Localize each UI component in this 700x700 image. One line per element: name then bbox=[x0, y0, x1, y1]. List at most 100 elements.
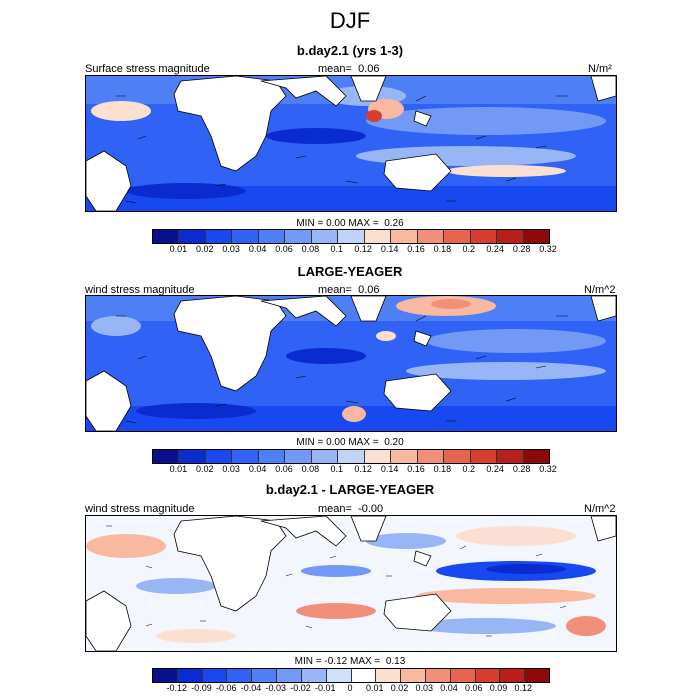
colorbar-swatch bbox=[311, 230, 339, 243]
colorbar-tick-label: -0.12 bbox=[166, 683, 188, 693]
colorbar-swatch bbox=[205, 230, 233, 243]
colorbar-tick-label: 0.02 bbox=[390, 683, 409, 693]
colorbar-swatch bbox=[475, 669, 501, 682]
colorbar-swatch bbox=[153, 230, 180, 243]
panel-2-map bbox=[85, 295, 617, 432]
colorbar-swatch bbox=[311, 450, 339, 463]
colorbar-swatch bbox=[497, 450, 524, 463]
colorbar-tick-label: 0.16 bbox=[407, 244, 425, 254]
colorbar-swatch bbox=[391, 450, 418, 463]
colorbar-swatch bbox=[202, 669, 228, 682]
colorbar-tick-label: 0.2 bbox=[462, 464, 476, 474]
panel-2-min-value: 0.00 bbox=[326, 437, 346, 448]
panel-3-title: b.day2.1 - LARGE-YEAGER bbox=[265, 482, 435, 497]
panel-3-colorbar bbox=[152, 668, 550, 683]
colorbar-swatch bbox=[391, 230, 418, 243]
panel-1-field bbox=[86, 76, 616, 211]
colorbar-swatch bbox=[351, 669, 377, 682]
panel-3-max-value: 0.13 bbox=[385, 656, 406, 667]
colorbar-tick-label: 0.12 bbox=[354, 244, 372, 254]
panel-2-colorbar-ticks: 0.01 0.02 0.03 0.04 0.06 0.08 0.1 0.12 0.14 0.16 0… bbox=[152, 464, 557, 476]
panel-2-wind-vectors bbox=[116, 315, 568, 424]
colorbar-tick-label: 0.18 bbox=[433, 464, 452, 474]
panel-2-units: N/m^2 bbox=[584, 284, 616, 296]
figure-title: DJF bbox=[329, 8, 371, 33]
colorbar-tick-label: 0.32 bbox=[539, 244, 557, 254]
panel-1-variable-label: Surface stress magnitude bbox=[85, 63, 210, 75]
colorbar-tick-label: 0 bbox=[347, 683, 353, 693]
colorbar-tick-label: 0.2 bbox=[462, 244, 476, 254]
colorbar-tick-label: -0.06 bbox=[215, 683, 237, 693]
colorbar-swatch bbox=[525, 669, 549, 682]
colorbar-tick-label: 0.14 bbox=[380, 244, 399, 254]
colorbar-tick-label: 0.28 bbox=[512, 244, 531, 254]
panel-3-mean-value: -0.00 bbox=[358, 503, 384, 515]
panel-3-field bbox=[86, 516, 616, 651]
colorbar-tick-label: 0.32 bbox=[539, 464, 557, 474]
colorbar-tick-label: 0.04 bbox=[440, 683, 458, 693]
panel-3-wind-vectors bbox=[106, 525, 567, 637]
colorbar-tick-label: -0.03 bbox=[265, 683, 287, 693]
panel-3-minmax: MIN = -0.12 MAX = 0.13 bbox=[294, 656, 406, 667]
panel-2-max-value: 0.20 bbox=[384, 437, 404, 448]
panel-3-land bbox=[86, 516, 616, 651]
colorbar-tick-label: 0.03 bbox=[415, 683, 434, 693]
colorbar-tick-label: 0.01 bbox=[365, 683, 384, 693]
panel-3-variable-label: wind stress magnitude bbox=[85, 503, 195, 515]
colorbar-swatch bbox=[179, 450, 206, 463]
panel-2-colorbar bbox=[152, 449, 550, 464]
colorbar-tick-label: 0.03 bbox=[222, 464, 240, 474]
colorbar-swatch bbox=[153, 669, 178, 682]
colorbar-tick-label: 0.14 bbox=[380, 464, 399, 474]
panel-3-min-value: -0.12 bbox=[324, 656, 348, 667]
colorbar-tick-label: 0.12 bbox=[354, 464, 372, 474]
panel-1-title: b.day2.1 (yrs 1-3) bbox=[296, 43, 404, 58]
colorbar-swatch bbox=[500, 669, 526, 682]
colorbar-swatch bbox=[401, 669, 426, 682]
colorbar-swatch bbox=[258, 450, 286, 463]
panel-2-field bbox=[86, 296, 616, 431]
colorbar-swatch bbox=[153, 450, 180, 463]
colorbar-tick-label: 0.06 bbox=[275, 464, 293, 474]
panel-3-colorbar-ticks: -0.12 -0.09 -0.06 -0.04 -0.03 -0.02 -0.01 0 0.01… bbox=[152, 683, 548, 695]
panel-2-mean-value: 0.06 bbox=[358, 284, 380, 296]
colorbar-swatch bbox=[301, 669, 327, 682]
colorbar-tick-label: 0.08 bbox=[301, 244, 320, 254]
panel-2-title: LARGE-YEAGER bbox=[297, 264, 403, 279]
colorbar-tick-label: 0.28 bbox=[512, 464, 531, 474]
colorbar-tick-label: 0.18 bbox=[433, 244, 452, 254]
colorbar-tick-label: 0.04 bbox=[248, 464, 267, 474]
colorbar-tick-label: -0.01 bbox=[314, 683, 336, 693]
colorbar-tick-label: 0.09 bbox=[489, 683, 508, 693]
panel-3-units: N/m^2 bbox=[584, 503, 616, 515]
colorbar-swatch bbox=[376, 669, 402, 682]
panel-2-variable-label: wind stress magnitude bbox=[85, 284, 195, 296]
panel-3-map bbox=[85, 515, 617, 652]
panel-1-mean-label: mean= 0.06 bbox=[318, 63, 380, 75]
colorbar-swatch bbox=[227, 669, 253, 682]
colorbar-tick-label: 0.06 bbox=[275, 244, 293, 254]
colorbar-tick-label: -0.04 bbox=[240, 683, 262, 693]
colorbar-swatch bbox=[497, 230, 524, 243]
panel-1-land bbox=[86, 76, 616, 211]
colorbar-swatch bbox=[417, 450, 445, 463]
colorbar-tick-label: 0.16 bbox=[407, 464, 425, 474]
colorbar-swatch bbox=[417, 230, 445, 243]
colorbar-swatch bbox=[179, 230, 206, 243]
colorbar-swatch bbox=[523, 450, 550, 463]
colorbar-swatch bbox=[444, 450, 471, 463]
panel-1-map bbox=[85, 75, 617, 212]
panel-1-units: N/m² bbox=[588, 63, 612, 75]
colorbar-tick-label: 0.08 bbox=[301, 464, 320, 474]
colorbar-tick-label: 0.02 bbox=[196, 464, 214, 474]
panel-1-mean-value: 0.06 bbox=[358, 63, 380, 75]
colorbar-swatch bbox=[470, 230, 498, 243]
colorbar-swatch bbox=[523, 230, 550, 243]
colorbar-tick-label: 0.04 bbox=[248, 244, 267, 254]
colorbar-swatch bbox=[364, 230, 392, 243]
colorbar-swatch bbox=[252, 669, 278, 682]
panel-1-colorbar-ticks: 0.01 0.02 0.03 0.04 0.06 0.08 0.1 0.12 0.14 0.16 0… bbox=[152, 244, 557, 256]
colorbar-swatch bbox=[364, 450, 392, 463]
panel-1-wind-vectors bbox=[116, 95, 568, 204]
colorbar-swatch bbox=[326, 669, 352, 682]
